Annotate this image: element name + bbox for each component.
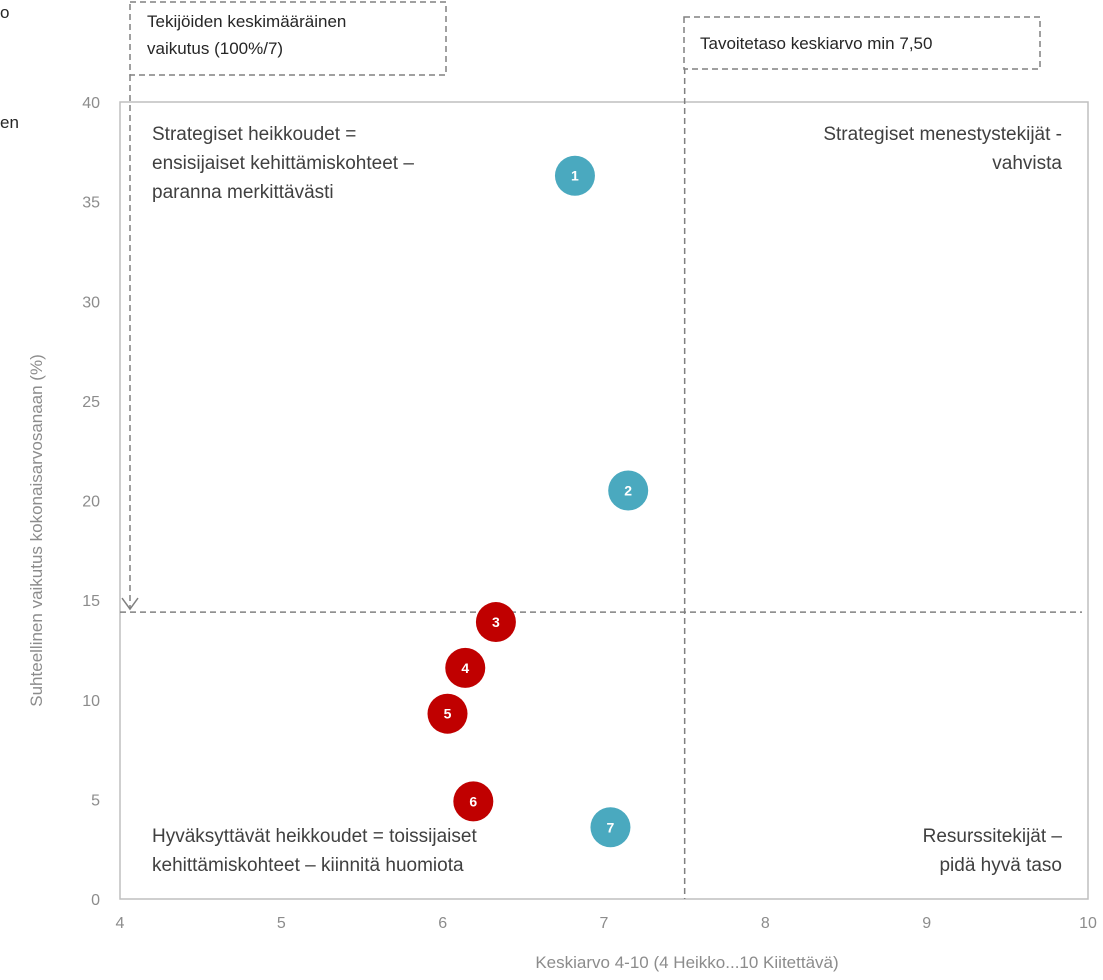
y-tick-label: 15 <box>82 593 100 610</box>
y-tick-label: 5 <box>91 792 100 809</box>
x-tick-label: 6 <box>438 915 447 932</box>
data-point-label: 1 <box>571 168 579 184</box>
y-tick-label: 30 <box>82 294 100 311</box>
quadrant-label-bottom-right: Resurssitekijät – <box>923 826 1063 847</box>
x-axis-ticks: 4 5 6 7 8 9 10 <box>116 915 1097 932</box>
data-point-marker <box>427 693 468 734</box>
quadrant-label-top-left: paranna merkittävästi <box>152 182 334 203</box>
callout-text: vaikutus (100%/7) <box>147 39 283 58</box>
x-tick-label: 4 <box>116 915 125 932</box>
data-point-marker <box>554 155 595 196</box>
quadrant-label-top-left: Strategiset heikkoudet = <box>152 124 356 145</box>
quadrant-label-top-right: vahvista <box>992 153 1062 174</box>
quadrant-label-top-left: ensisijaiset kehittämiskohteet – <box>152 153 414 174</box>
data-point-label: 3 <box>492 614 500 630</box>
data-point-marker <box>475 602 516 643</box>
callout-box <box>683 16 1041 70</box>
y-axis-ticks: 0 5 10 15 20 25 30 35 40 <box>82 95 100 909</box>
x-tick-label: 8 <box>761 915 770 932</box>
x-tick-label: 10 <box>1079 915 1097 932</box>
reference-lines <box>120 68 1082 899</box>
edge-text-fragment-top: o <box>0 3 10 22</box>
data-point-label: 5 <box>444 706 452 722</box>
data-point-marker <box>445 647 486 688</box>
y-tick-label: 40 <box>82 95 100 112</box>
callout-arrow-head <box>121 597 139 611</box>
y-tick-label: 20 <box>82 494 100 511</box>
callout-boxes: Tekijöiden keskimääräinen vaikutus (100%/… <box>129 1 1041 76</box>
data-point-marker <box>453 781 494 822</box>
quadrant-label-bottom-left: Hyväksyttävät heikkoudet = toissijaiset <box>152 826 477 847</box>
data-point-marker <box>590 807 631 848</box>
callout-box <box>129 1 447 76</box>
data-points: 1 2 3 4 5 6 7 <box>427 155 649 848</box>
quadrant-labels: Strategiset heikkoudet = ensisijaiset keh… <box>152 124 1062 876</box>
data-point-label: 6 <box>469 793 477 809</box>
quadrant-label-bottom-right: pidä hyvä taso <box>939 855 1062 876</box>
x-tick-label: 9 <box>922 915 931 932</box>
y-tick-label: 0 <box>91 892 100 909</box>
data-point-marker <box>608 470 649 511</box>
data-point-label: 7 <box>607 819 615 835</box>
y-tick-label: 25 <box>82 394 100 411</box>
edge-text-fragment-middle: en <box>0 113 19 132</box>
y-tick-label: 10 <box>82 693 100 710</box>
quadrant-label-top-right: Strategiset menestystekijät - <box>823 124 1062 145</box>
y-axis-title: Suhteellinen vaikutus kokonaisarvosanaan… <box>27 354 46 706</box>
callout-text: Tekijöiden keskimääräinen <box>147 12 346 31</box>
data-point-label: 4 <box>461 660 469 676</box>
x-tick-label: 7 <box>600 915 609 932</box>
quadrant-label-bottom-left: kehittämiskohteet – kiinnitä huomiota <box>152 855 464 876</box>
plot-area-border <box>119 101 1089 900</box>
x-tick-label: 5 <box>277 915 286 932</box>
y-tick-label: 35 <box>82 195 100 212</box>
x-axis-title: Keskiarvo 4-10 (4 Heikko...10 Kiitettävä… <box>535 953 838 972</box>
data-point-label: 2 <box>624 483 632 499</box>
callout-text: Tavoitetaso keskiarvo min 7,50 <box>700 34 932 53</box>
